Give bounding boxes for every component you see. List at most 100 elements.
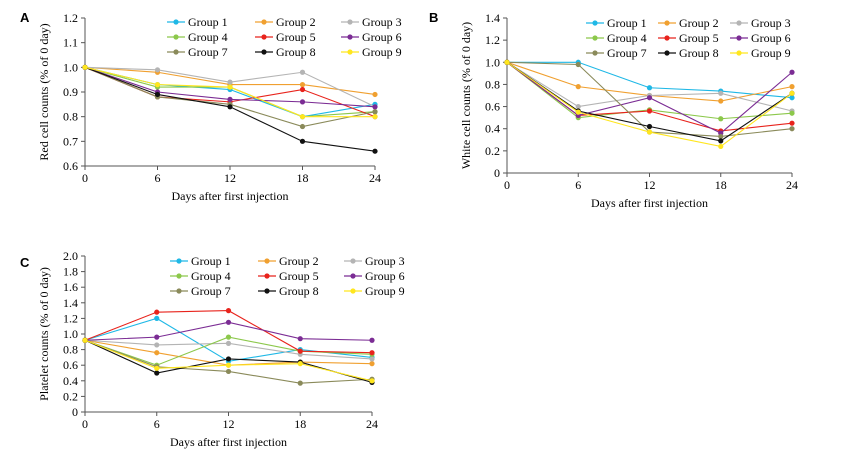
data-point-group-6 [369, 337, 375, 343]
y-tick-label: 0.8 [63, 110, 78, 124]
legend-swatch-marker [736, 20, 742, 26]
legend-swatch-marker [736, 35, 742, 41]
legend-item-group-5: Group 5 [258, 269, 319, 283]
legend-swatch-marker [264, 258, 270, 264]
data-point-group-3 [718, 90, 724, 96]
x-tick-label: 6 [155, 171, 161, 185]
x-tick-label: 18 [297, 171, 309, 185]
legend-swatch-marker [261, 19, 267, 25]
x-axis-title: Days after first injection [591, 196, 708, 210]
data-point-group-6 [154, 334, 160, 340]
data-point-group-4 [225, 334, 232, 340]
panel-letter: A [20, 10, 30, 25]
data-point-group-6 [299, 99, 306, 105]
data-point-group-9 [372, 114, 378, 120]
data-point-group-9 [154, 365, 160, 371]
x-tick-label: 12 [224, 171, 236, 185]
legend-item-group-3: Group 3 [341, 15, 402, 29]
y-tick-label: 1.4 [63, 296, 78, 310]
y-tick-label: 0.6 [63, 159, 78, 173]
data-point-group-7 [789, 126, 795, 132]
x-tick-label: 24 [369, 171, 381, 185]
data-point-group-8 [225, 356, 232, 362]
legend-item-group-7: Group 7 [170, 284, 231, 298]
panel-letter: C [20, 255, 30, 270]
data-point-group-2 [299, 82, 306, 88]
legend-label: Group 8 [279, 284, 319, 298]
legend-swatch-marker [173, 34, 179, 40]
data-point-group-9 [789, 90, 795, 96]
data-point-group-5 [299, 86, 306, 93]
y-tick-label: 1.6 [63, 280, 78, 294]
y-tick-label: 0.8 [485, 77, 500, 91]
legend-item-group-1: Group 1 [586, 16, 647, 30]
data-point-group-9 [227, 84, 233, 90]
legend-item-group-6: Group 6 [344, 269, 405, 283]
legend-swatch-marker [592, 50, 598, 56]
legend-item-group-1: Group 1 [167, 15, 228, 29]
legend-item-group-2: Group 2 [258, 254, 319, 268]
legend-swatch-marker [664, 20, 670, 26]
legend-label: Group 5 [279, 269, 319, 283]
legend-label: Group 5 [276, 30, 316, 44]
data-point-group-8 [718, 138, 724, 144]
legend-label: Group 7 [607, 46, 647, 60]
data-point-group-6 [225, 319, 232, 325]
y-tick-label: 1.2 [485, 33, 500, 47]
y-tick-label: 0.6 [485, 100, 500, 114]
data-point-group-1 [789, 95, 795, 101]
legend-label: Group 6 [362, 30, 402, 44]
data-point-group-5 [225, 308, 232, 314]
series-line-group-8 [506, 61, 793, 142]
legend-swatch-marker [347, 49, 353, 55]
legend-swatch-marker [736, 50, 742, 56]
y-tick-label: 1.0 [63, 60, 78, 74]
legend-swatch-marker [664, 35, 670, 41]
data-point-group-8 [646, 123, 653, 130]
data-point-group-3 [575, 103, 581, 110]
legend-label: Group 8 [276, 45, 316, 59]
data-point-group-1 [646, 85, 653, 91]
legend-label: Group 7 [191, 284, 231, 298]
legend-item-group-9: Group 9 [341, 45, 402, 59]
legend-swatch-marker [264, 273, 270, 279]
x-tick-label: 24 [366, 417, 378, 431]
data-point-group-9 [225, 362, 232, 368]
legend-label: Group 6 [751, 31, 791, 45]
data-point-group-5 [297, 348, 303, 354]
legend-label: Group 1 [188, 15, 228, 29]
x-tick-label: 0 [504, 178, 510, 192]
data-point-group-9 [575, 109, 581, 115]
data-point-group-7 [297, 380, 303, 386]
y-tick-label: 1.2 [63, 11, 78, 25]
data-point-group-5 [646, 108, 653, 114]
x-tick-label: 12 [644, 178, 656, 192]
data-point-group-3 [369, 356, 375, 362]
panel-letter: B [429, 10, 438, 25]
legend-label: Group 3 [362, 15, 402, 29]
legend-item-group-2: Group 2 [255, 15, 316, 29]
legend-item-group-9: Group 9 [730, 46, 791, 60]
y-tick-label: 0.8 [63, 343, 78, 357]
legend-label: Group 4 [188, 30, 228, 44]
legend-label: Group 4 [191, 269, 231, 283]
chart-panel-b: B 0 0.2 0.4 0.6 0.8 1.0 1.2 1.4 0 6 12 18 24 Days afte… [429, 10, 798, 210]
legend-swatch-marker [261, 49, 267, 55]
data-point-group-8 [154, 370, 160, 376]
data-point-group-8 [154, 91, 161, 98]
legend-swatch-marker [347, 34, 353, 40]
chart-panel-a: A 0.6 0.7 0.8 0.9 1.0 1.1 1.2 0 6 12 18 24 Days after… [20, 10, 402, 203]
data-point-group-9 [297, 361, 303, 367]
data-point-group-4 [718, 116, 724, 122]
legend-item-group-2: Group 2 [658, 16, 719, 30]
data-point-group-6 [646, 95, 653, 101]
data-point-group-7 [299, 123, 306, 130]
data-point-group-9 [504, 59, 510, 65]
legend-item-group-6: Group 6 [341, 30, 402, 44]
data-point-group-3 [227, 79, 233, 85]
legend-label: Group 6 [365, 269, 405, 283]
data-point-group-7 [718, 133, 724, 140]
data-point-group-2 [789, 84, 795, 90]
y-axis-title: White cell counts (% of 0 day) [459, 22, 473, 169]
